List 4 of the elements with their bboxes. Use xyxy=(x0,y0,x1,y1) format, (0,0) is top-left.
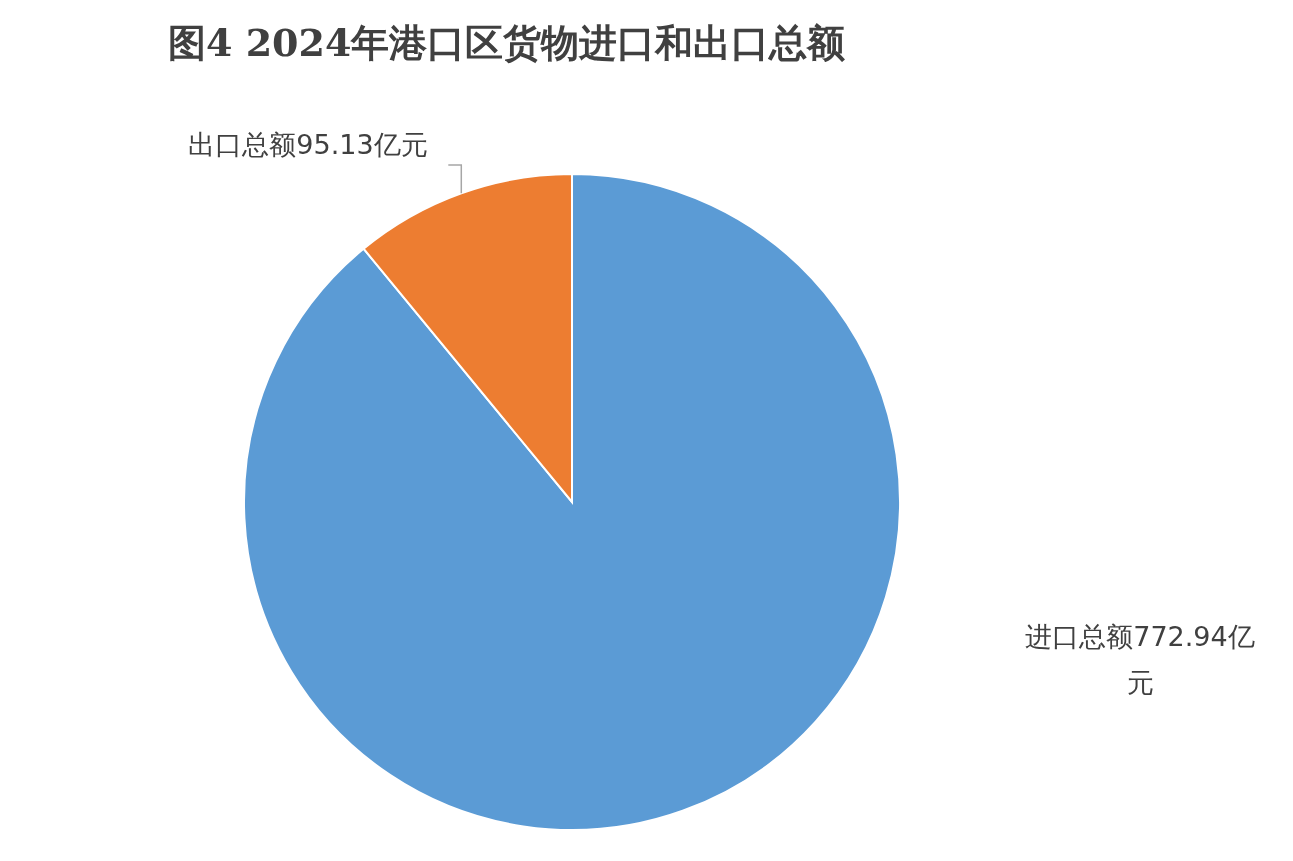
slice-label: 出口总额95.13亿元 xyxy=(187,128,429,162)
pie-slice xyxy=(243,173,901,831)
slice-label: 进口总额772.94亿元 xyxy=(1024,620,1256,700)
chart-title: 图4 2024年港口区货物进口和出口总额 xyxy=(168,19,846,67)
